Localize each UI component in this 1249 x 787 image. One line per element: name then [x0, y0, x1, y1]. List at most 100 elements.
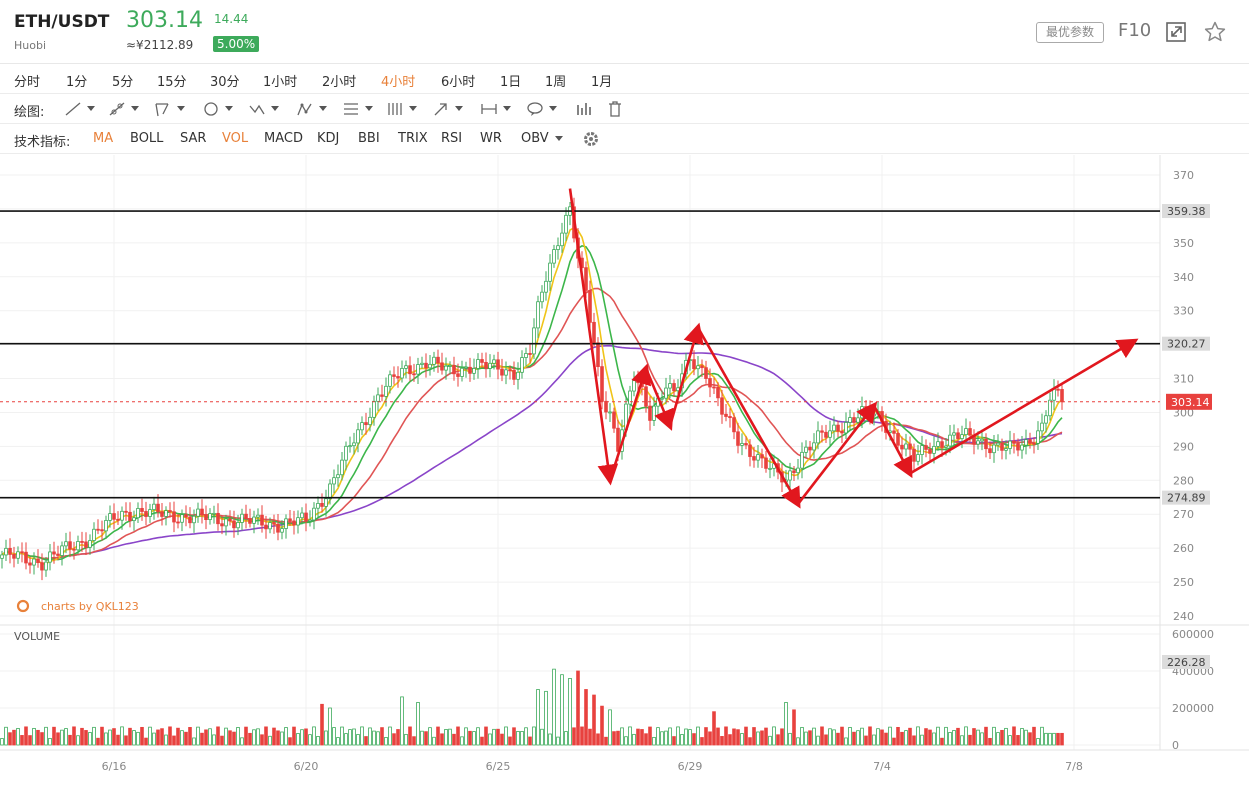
- timeframe-10[interactable]: 1周: [545, 75, 567, 90]
- candle-body: [768, 467, 772, 470]
- candle-body: [520, 357, 524, 373]
- timeframe-1[interactable]: 1分: [66, 75, 88, 90]
- f10-button[interactable]: F10: [1118, 20, 1152, 41]
- indicator-bbi[interactable]: BBI: [358, 131, 380, 146]
- volume-bar: [320, 703, 324, 746]
- star-icon[interactable]: [1203, 20, 1227, 44]
- volume-bar: [928, 729, 932, 746]
- chevron-down-icon[interactable]: [131, 106, 139, 111]
- chevron-down-icon[interactable]: [365, 106, 373, 111]
- price-tick-label: 290: [1173, 440, 1194, 453]
- trash-icon[interactable]: [606, 100, 624, 118]
- candle-body: [936, 441, 940, 447]
- indicator-sar[interactable]: SAR: [180, 131, 207, 146]
- indicator-wr[interactable]: WR: [480, 131, 502, 146]
- chevron-down-icon[interactable]: [549, 106, 557, 111]
- candle-body: [856, 417, 860, 423]
- indicator-vol[interactable]: VOL: [222, 131, 249, 146]
- candle-body: [444, 365, 448, 371]
- candle-body: [236, 522, 240, 529]
- volume-tick-label: 200000: [1172, 702, 1214, 715]
- indicator-trix[interactable]: TRIX: [398, 131, 428, 146]
- circle-tool-icon[interactable]: [202, 100, 220, 118]
- chevron-down-icon[interactable]: [409, 106, 417, 111]
- timeframe-8[interactable]: 6小时: [441, 75, 476, 90]
- measure-tool-icon[interactable]: [480, 100, 498, 118]
- level-label: 320.27: [1167, 338, 1206, 351]
- chevron-down-icon[interactable]: [455, 106, 463, 111]
- pattern-tool-icon[interactable]: [296, 100, 314, 118]
- timeframe-6[interactable]: 2小时: [322, 75, 357, 90]
- fibonacci-tool-icon[interactable]: [342, 100, 360, 118]
- volume-bar: [640, 729, 644, 746]
- candle-body: [476, 359, 480, 369]
- candle-body: [984, 438, 988, 450]
- candle-body: [416, 364, 420, 375]
- volume-bar: [688, 729, 692, 746]
- candle-body: [652, 405, 656, 421]
- wave-tool-icon[interactable]: [248, 100, 266, 118]
- volume-bar: [1036, 738, 1040, 746]
- indicator-rsi[interactable]: RSI: [441, 131, 463, 146]
- candle-body: [560, 232, 564, 247]
- arrow-tool-icon[interactable]: [432, 100, 450, 118]
- candle-body: [40, 562, 44, 571]
- trend-arrow: [644, 367, 674, 431]
- timeframe-2[interactable]: 5分: [112, 75, 134, 90]
- channel-tool-icon[interactable]: [154, 100, 172, 118]
- volume-bar: [164, 734, 168, 746]
- fullscreen-icon[interactable]: [1164, 20, 1188, 44]
- timeframe-3[interactable]: 15分: [157, 75, 187, 90]
- ray-tool-icon[interactable]: [108, 100, 126, 118]
- candle-body: [140, 508, 144, 512]
- candle-body: [488, 362, 492, 369]
- volume-bar: [812, 727, 816, 746]
- chevron-down-icon[interactable]: [271, 106, 279, 111]
- candle-body: [604, 400, 608, 413]
- indicator-boll[interactable]: BOLL: [130, 131, 164, 146]
- timeframe-7[interactable]: 4小时: [381, 75, 416, 90]
- volume-bar: [1040, 726, 1044, 746]
- price-chart[interactable]: 2402502602702802903003103203303403503603…: [0, 155, 1249, 787]
- candle-body: [836, 424, 840, 432]
- candle-body: [60, 545, 64, 556]
- candle-body: [852, 417, 856, 423]
- candle-body: [96, 528, 100, 531]
- volume-bar: [1044, 732, 1048, 746]
- timeframe-5[interactable]: 1小时: [263, 75, 298, 90]
- timeframe-0[interactable]: 分时: [14, 75, 41, 90]
- chevron-down-icon[interactable]: [177, 106, 185, 111]
- indicator-kdj[interactable]: KDJ: [317, 131, 340, 146]
- gann-tool-icon[interactable]: [386, 100, 404, 118]
- best-params-button[interactable]: 最优参数: [1036, 22, 1105, 43]
- indicator-macd[interactable]: MACD: [264, 131, 303, 146]
- volume-bar: [900, 731, 904, 746]
- volume-bar: [512, 727, 516, 746]
- chevron-down-icon[interactable]: [225, 106, 233, 111]
- volume-bar: [216, 726, 220, 746]
- gear-icon[interactable]: [582, 130, 600, 148]
- chevron-down-icon[interactable]: [503, 106, 511, 111]
- indicator-obv[interactable]: OBV: [521, 131, 549, 146]
- candle-body: [424, 362, 428, 369]
- chevron-down-icon[interactable]: [319, 106, 327, 111]
- chevron-down-icon[interactable]: [555, 136, 563, 141]
- volume-bar: [260, 734, 264, 746]
- volume-bar: [188, 727, 192, 746]
- bar-pattern-icon[interactable]: [575, 100, 593, 118]
- indicator-ma[interactable]: MA: [93, 131, 114, 146]
- price-tick-label: 240: [1173, 610, 1194, 623]
- trend-arrow: [909, 338, 1139, 475]
- volume-tick-label: 0: [1172, 739, 1179, 752]
- timeframe-9[interactable]: 1日: [500, 75, 522, 90]
- timeframe-4[interactable]: 30分: [210, 75, 240, 90]
- text-tool-icon[interactable]: [526, 100, 544, 118]
- chevron-down-icon[interactable]: [87, 106, 95, 111]
- volume-bar: [48, 737, 52, 746]
- price-tick-label: 330: [1173, 305, 1194, 318]
- timeframe-11[interactable]: 1月: [591, 75, 613, 90]
- candle-body: [184, 514, 188, 518]
- volume-bar: [1000, 729, 1004, 746]
- volume-bar: [572, 727, 576, 746]
- line-tool-icon[interactable]: [64, 100, 82, 118]
